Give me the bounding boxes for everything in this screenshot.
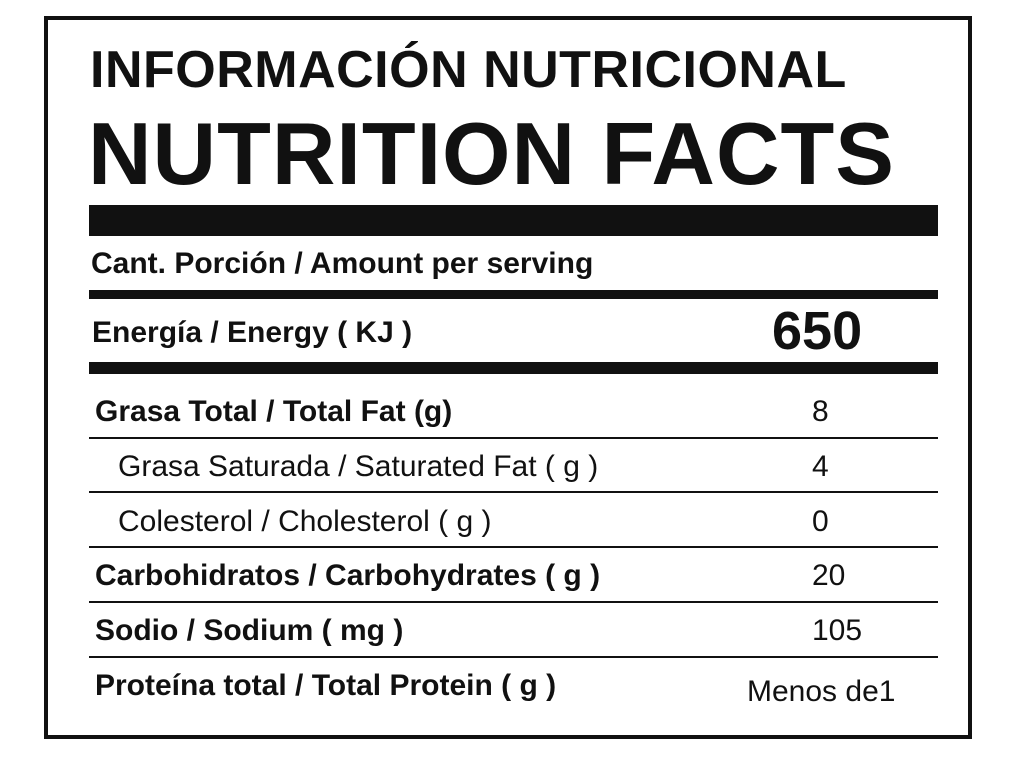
row-value-cholesterol: 0 <box>812 505 829 538</box>
row-divider <box>89 491 938 493</box>
title-english: NUTRITION FACTS <box>88 104 895 203</box>
row-divider <box>89 601 938 603</box>
row-divider <box>89 656 938 658</box>
serving-size-label: Cant. Porción / Amount per serving <box>91 247 594 280</box>
row-value-protein: Menos de1 <box>747 675 896 708</box>
medium-divider-bar <box>89 290 938 299</box>
row-label-sodium: Sodio / Sodium ( mg ) <box>95 614 404 647</box>
row-label-saturated-fat: Grasa Saturada / Saturated Fat ( g ) <box>118 450 599 483</box>
title-spanish: INFORMACIÓN NUTRICIONAL <box>90 41 847 99</box>
energy-divider-bar <box>89 362 938 374</box>
row-label-total-fat: Grasa Total / Total Fat (g) <box>95 395 453 428</box>
row-value-total-fat: 8 <box>812 395 829 428</box>
nutrition-label-frame <box>44 16 972 739</box>
row-value-sodium: 105 <box>812 614 863 647</box>
row-value-saturated-fat: 4 <box>812 450 829 483</box>
energy-label: Energía / Energy ( KJ ) <box>92 316 413 349</box>
row-label-carbohydrates: Carbohidratos / Carbohydrates ( g ) <box>95 559 601 592</box>
row-label-protein: Proteína total / Total Protein ( g ) <box>95 669 557 702</box>
row-label-cholesterol: Colesterol / Cholesterol ( g ) <box>118 505 492 538</box>
thick-divider-bar <box>89 205 938 236</box>
row-divider <box>89 437 938 439</box>
energy-value: 650 <box>772 301 863 361</box>
row-value-carbohydrates: 20 <box>812 559 846 592</box>
row-divider <box>89 546 938 548</box>
